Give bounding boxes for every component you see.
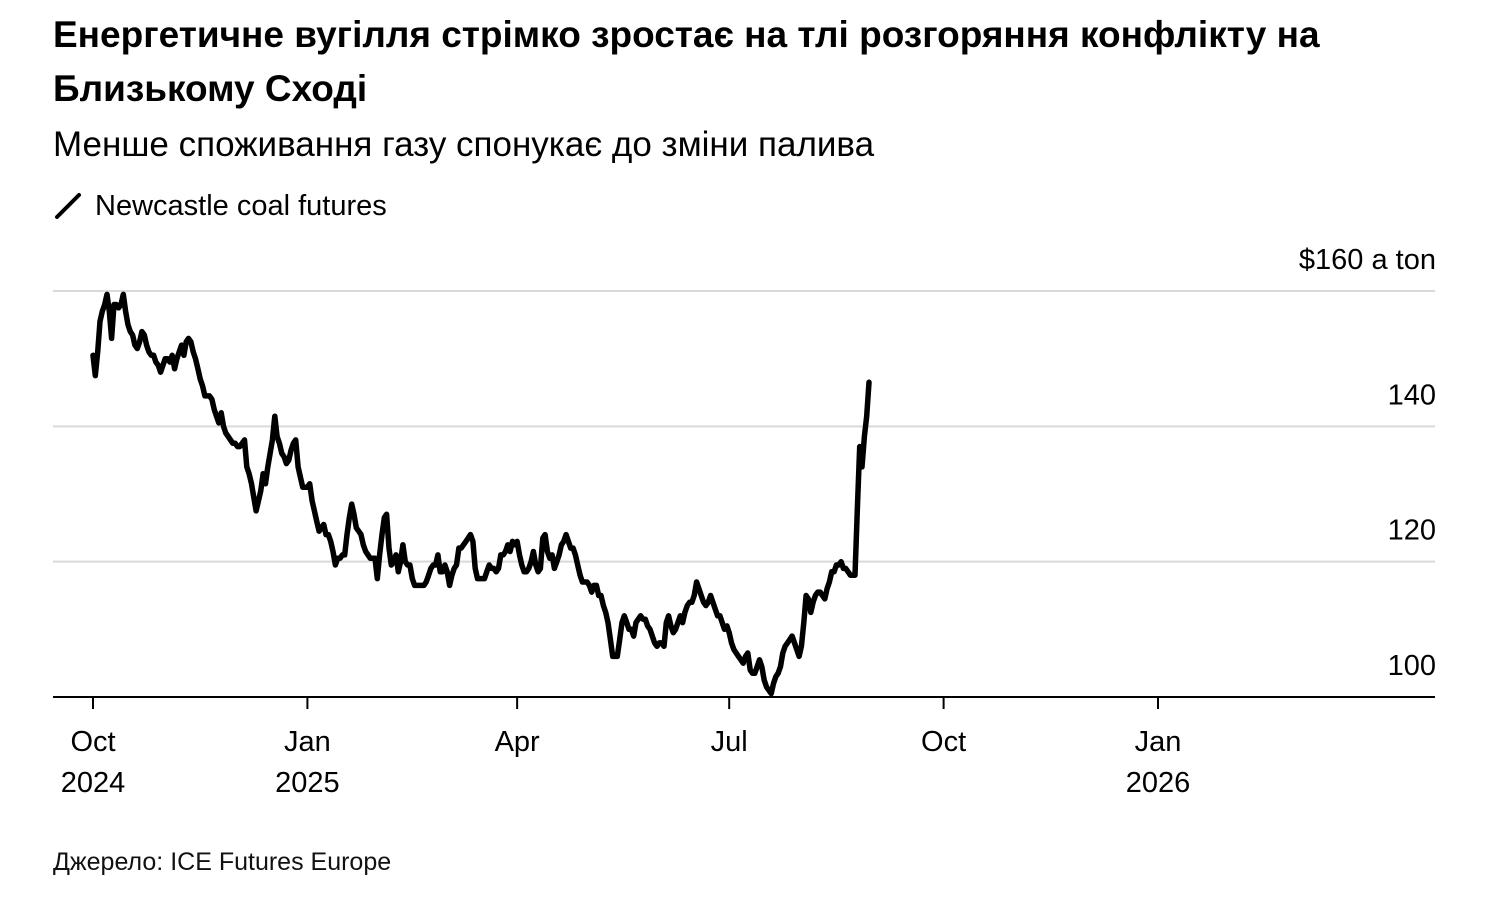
y-tick-label: 140 [1388, 379, 1436, 411]
line-chart: $160 a ton 140 120 100 Oct 2024 Jan 2025 Apr Jul… [53, 244, 1436, 799]
legend-label: Newcastle coal futures [95, 189, 387, 222]
x-tick-label-month: Jul [711, 726, 748, 758]
x-tick-label-month: Jan [1135, 726, 1182, 758]
y-axis-labels: $160 a ton 140 120 100 [1299, 244, 1436, 682]
series-layer [90, 291, 872, 697]
x-tick-label-month: Jan [284, 726, 331, 758]
x-tick-label-month: Oct [70, 726, 115, 758]
line-swatch-icon [55, 193, 81, 219]
y-tick-label: $160 a ton [1299, 244, 1436, 276]
x-tick-label-month: Oct [921, 726, 966, 758]
y-tick-label: 120 [1388, 515, 1436, 547]
source-note: Джерело: ICE Futures Europe [53, 848, 392, 876]
x-tick-label-month: Apr [495, 726, 540, 758]
gridlines [53, 290, 1435, 563]
chart-subtitle: Менше споживання газу спонукає до зміни … [53, 125, 875, 164]
series-line-newcastle-coal-futures [90, 291, 872, 697]
x-tick-label-year: 2026 [1126, 767, 1191, 799]
chart-title: Енергетичне вугілля стрімко зростає на т… [53, 14, 1320, 109]
x-tick-label-year: 2024 [61, 767, 126, 799]
x-tick-label-year: 2025 [275, 767, 340, 799]
x-axis: Oct 2024 Jan 2025 Apr Jul Oct Jan 2026 [53, 696, 1435, 799]
legend: Newcastle coal futures [53, 186, 387, 226]
y-tick-label: 100 [1388, 650, 1436, 682]
